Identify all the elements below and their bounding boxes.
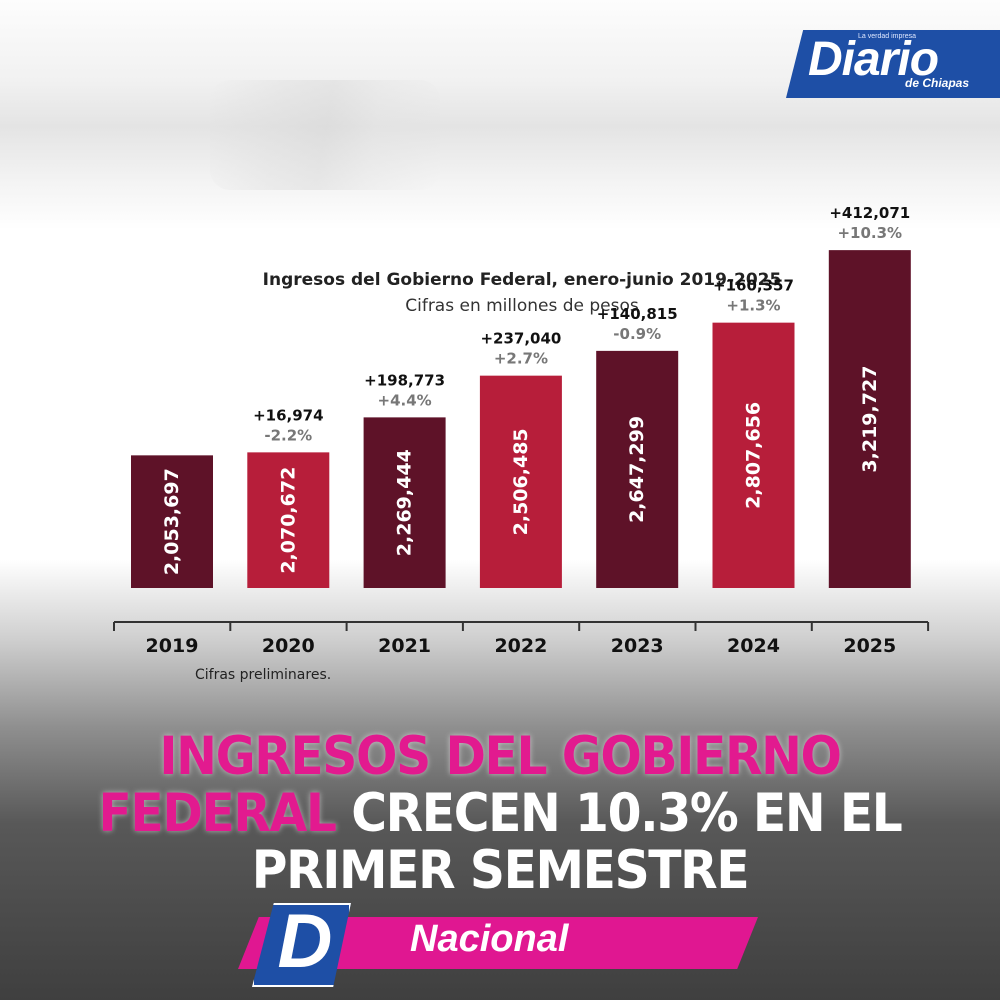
headline: INGRESOS DEL GOBIERNO FEDERAL CRECEN 10.…	[40, 728, 960, 899]
logo-wordmark: Diario	[808, 33, 939, 86]
bar-2025	[828, 250, 911, 588]
x-tick-label: 2024	[727, 635, 780, 657]
change-percent-label: +4.4%	[378, 391, 432, 409]
change-absolute-label: +140,815	[597, 305, 678, 323]
d-logo-letter: D	[277, 899, 333, 984]
blurred-watermark	[210, 80, 440, 190]
logo-subtitle: de Chiapas	[905, 76, 970, 90]
chart-note: Cifras preliminares.	[195, 667, 332, 683]
bar-value-label: 2,647,299	[626, 416, 648, 523]
headline-rest: CRECEN 10.3% EN EL PRIMER SEMESTRE	[251, 783, 903, 901]
x-tick-label: 2025	[843, 635, 896, 657]
x-tick-label: 2023	[611, 635, 664, 657]
bar-value-label: 2,269,444	[394, 449, 416, 556]
x-tick-label: 2022	[494, 635, 547, 657]
bar-chart: 2,053,697 2019 2,070,672 +16,974 -2.2% 2020 2,…	[113, 204, 930, 657]
change-percent-label: -2.2%	[264, 426, 312, 444]
x-tick-label: 2021	[378, 635, 431, 657]
diario-logo-band	[786, 30, 1000, 98]
change-percent-label: +10.3%	[837, 224, 902, 242]
change-absolute-label: +160,357	[713, 277, 794, 295]
bar-value-label: 2,053,697	[161, 468, 183, 575]
change-absolute-label: +237,040	[480, 330, 561, 348]
section-label: Nacional	[410, 918, 569, 960]
logo-tagline: La verdad impresa	[858, 33, 916, 40]
bar-value-label: 3,219,727	[859, 366, 881, 473]
change-absolute-label: +198,773	[364, 371, 445, 389]
change-percent-label: +1.3%	[726, 297, 780, 315]
bar-value-label: 2,807,656	[743, 402, 765, 509]
headline-highlight: INGRESOS DEL GOBIERNO FEDERAL	[98, 726, 842, 844]
x-tick-label: 2020	[262, 635, 315, 657]
bar-2021	[363, 417, 446, 588]
bar-2022	[479, 375, 562, 588]
change-absolute-label: +412,071	[829, 204, 910, 222]
bar-2020	[247, 452, 330, 588]
change-percent-label: -0.9%	[613, 325, 661, 343]
chart-title: Ingresos del Gobierno Federal, enero-jun…	[262, 270, 782, 290]
x-tick-label: 2019	[146, 635, 199, 657]
chart-subtitle: Cifras en millones de pesos	[405, 296, 639, 316]
bar-2023	[596, 350, 679, 588]
change-absolute-label: +16,974	[253, 406, 323, 424]
bar-2024	[712, 322, 795, 588]
bar-value-label: 2,506,485	[510, 428, 532, 535]
bar-2019	[131, 455, 213, 588]
bar-value-label: 2,070,672	[277, 467, 299, 574]
change-percent-label: +2.7%	[494, 350, 548, 368]
